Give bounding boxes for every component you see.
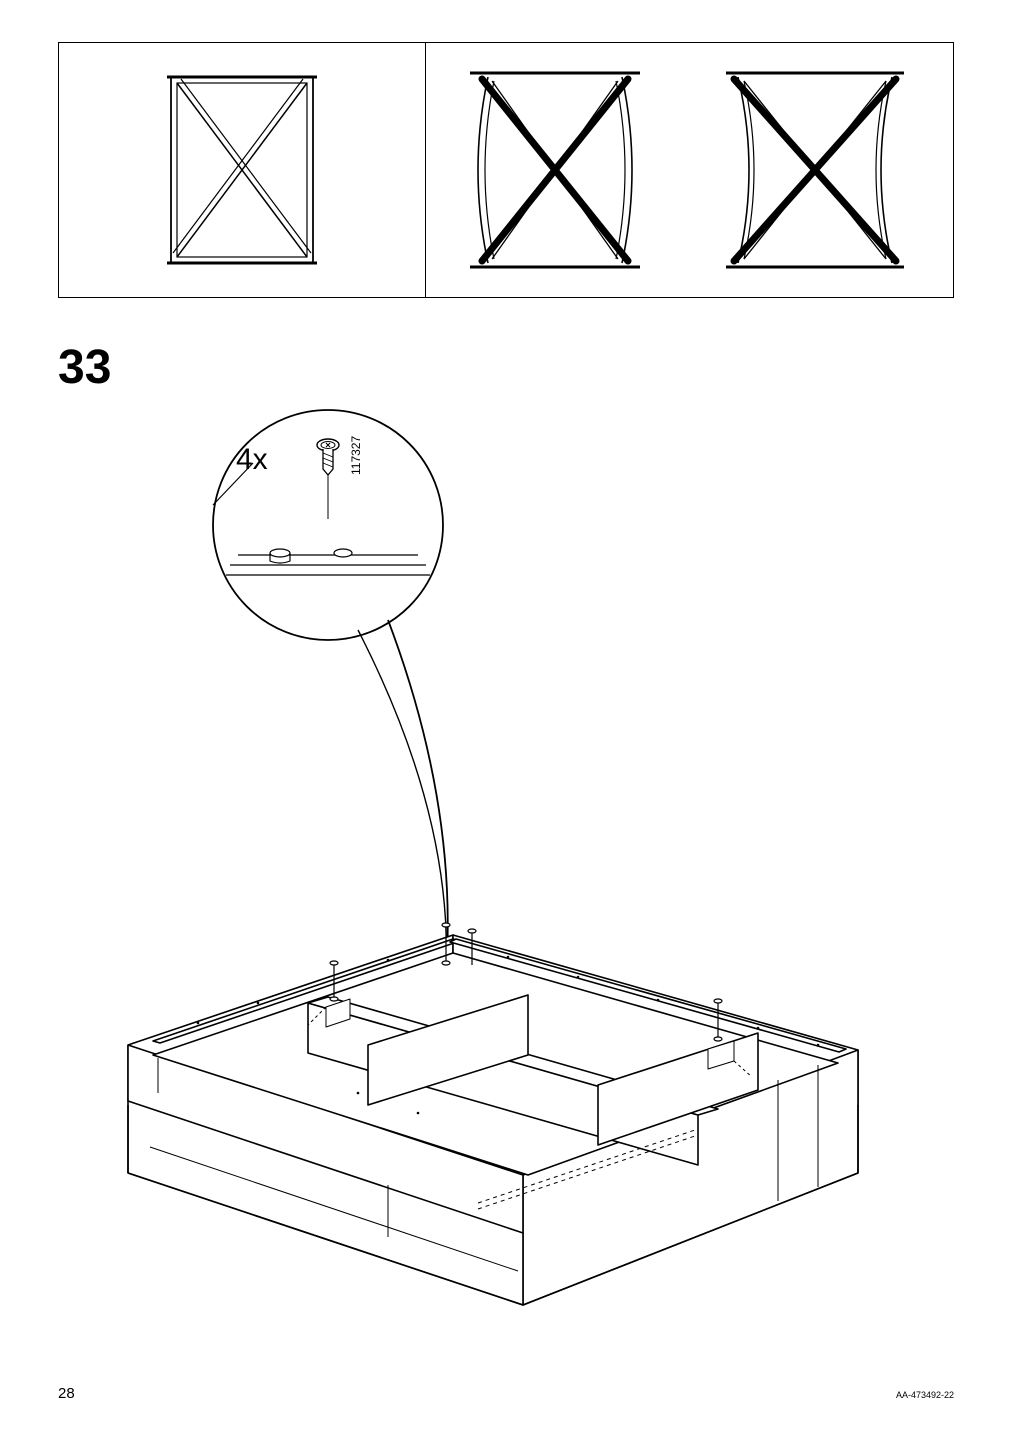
incorrect-slat-diagrams <box>440 55 940 285</box>
step-number: 33 <box>58 340 954 395</box>
page-footer: 28 AA-473492-22 <box>58 1385 954 1402</box>
hardware-callout: 4x 117327 <box>213 410 443 640</box>
page-number: 28 <box>58 1385 75 1402</box>
comparison-panels <box>58 42 954 298</box>
document-id: AA-473492-22 <box>896 1390 954 1400</box>
callout-leader-2 <box>358 630 446 973</box>
panel-correct <box>59 43 426 297</box>
bed-frame <box>128 923 858 1305</box>
callout-leader <box>388 620 448 973</box>
quantity-label: 4x <box>236 443 268 476</box>
panel-incorrect <box>426 43 953 297</box>
assembly-diagram: 4x 117327 <box>58 405 954 1345</box>
correct-slat-diagram <box>147 65 337 275</box>
assembly-svg: 4x 117327 <box>58 405 938 1345</box>
part-number: 117327 <box>349 436 363 475</box>
